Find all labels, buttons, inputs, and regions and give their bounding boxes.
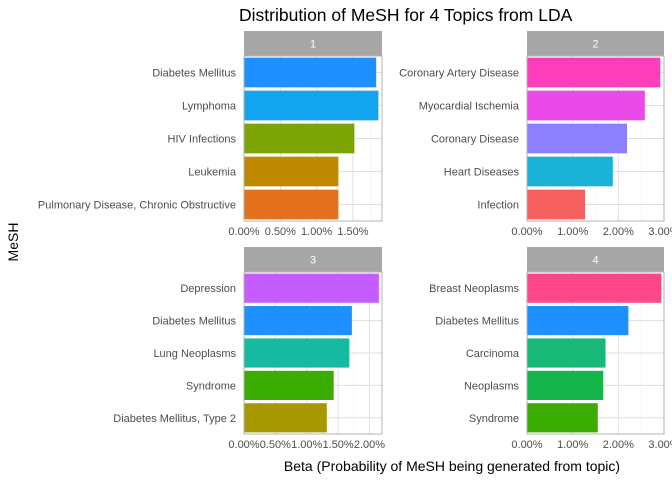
category-label: Myocardial Ischemia [419,101,520,113]
panel-border [526,271,665,435]
bar [527,306,629,336]
facet-strip [244,31,382,56]
category-label: Coronary Artery Disease [399,68,519,80]
bar [244,57,377,88]
facet-panel-1: 1 Diabetes Mellitus Lymphoma HIV Infections… [38,31,383,238]
facet-strip [244,247,382,272]
category-label: Neoplasms [464,380,520,392]
facet-panel-3: 3 Depression Diabetes Mellitus Lung Neoplas… [113,247,385,451]
panel-border [243,271,383,435]
bar [244,189,339,220]
x-tick-label: 1.00% [291,439,322,451]
bar [244,338,350,368]
category-label: Lymphoma [182,101,237,113]
category-label: HIV Infections [168,134,237,146]
facet-panels: 1 Diabetes Mellitus Lymphoma HIV Infections… [38,31,672,451]
facet-strip-label: 3 [310,255,316,267]
facet-panel-4: 4 Breast Neoplasms Diabetes Mellitus Carcin… [429,247,672,451]
bar [244,273,379,303]
bar [244,123,355,154]
category-label: Diabetes Mellitus [435,316,519,328]
x-axis-title: Beta (Probability of MeSH being generate… [284,458,620,474]
category-label: Infection [477,200,519,212]
x-tick-label: 2.00% [354,439,385,451]
bar [244,90,379,121]
bar [244,403,327,433]
x-tick-label: 1.00% [557,226,588,238]
facet-strip [527,247,664,272]
bar [527,90,645,121]
bar [527,370,604,400]
bar [527,156,613,187]
facet-strip-label: 2 [592,39,598,51]
category-label: Diabetes Mellitus [152,316,236,328]
facet-strip-label: 1 [310,39,316,51]
bar [527,273,662,303]
x-tick-label: 1.00% [301,226,332,238]
category-label: Carcinoma [466,348,520,360]
category-label: Leukemia [188,167,237,179]
x-tick-label: 0.00% [511,226,542,238]
x-tick-label: 2.00% [603,439,634,451]
panel-border [526,55,665,222]
category-label: Breast Neoplasms [429,283,519,295]
bar [527,338,606,368]
bar [244,156,339,187]
category-label: Syndrome [469,413,519,425]
bar [244,370,334,400]
x-tick-label: 0.00% [228,439,259,451]
x-tick-label: 1.00% [557,439,588,451]
category-label: Coronary Disease [431,134,519,146]
facet-panel-2: 2 Coronary Artery Disease Myocardial Ische… [399,31,672,238]
x-tick-label: 0.00% [511,439,542,451]
category-label: Heart Diseases [444,167,520,179]
x-tick-label: 3.00% [648,226,672,238]
chart-title: Distribution of MeSH for 4 Topics from L… [239,5,573,25]
x-tick-label: 3.00% [648,439,672,451]
bar [527,123,628,154]
bar [527,57,661,88]
category-label: Diabetes Mellitus, Type 2 [113,413,236,425]
facet-strip-label: 4 [592,255,598,267]
category-label: Depression [180,283,236,295]
x-tick-label: 0.00% [228,226,259,238]
x-tick-label: 2.00% [603,226,634,238]
x-tick-label: 0.50% [260,439,291,451]
bar [527,189,585,220]
category-label: Pulmonary Disease, Chronic Obstructive [38,200,236,212]
category-label: Diabetes Mellitus [152,68,236,80]
category-label: Syndrome [186,380,236,392]
x-tick-label: 1.50% [337,226,368,238]
category-label: Lung Neoplasms [153,348,236,360]
bar [244,306,352,336]
panel-border [243,55,383,222]
x-tick-label: 1.50% [322,439,353,451]
bar [527,403,598,433]
y-axis-title: MeSH [5,223,21,262]
facet-strip [527,31,664,56]
x-tick-label: 0.50% [265,226,296,238]
